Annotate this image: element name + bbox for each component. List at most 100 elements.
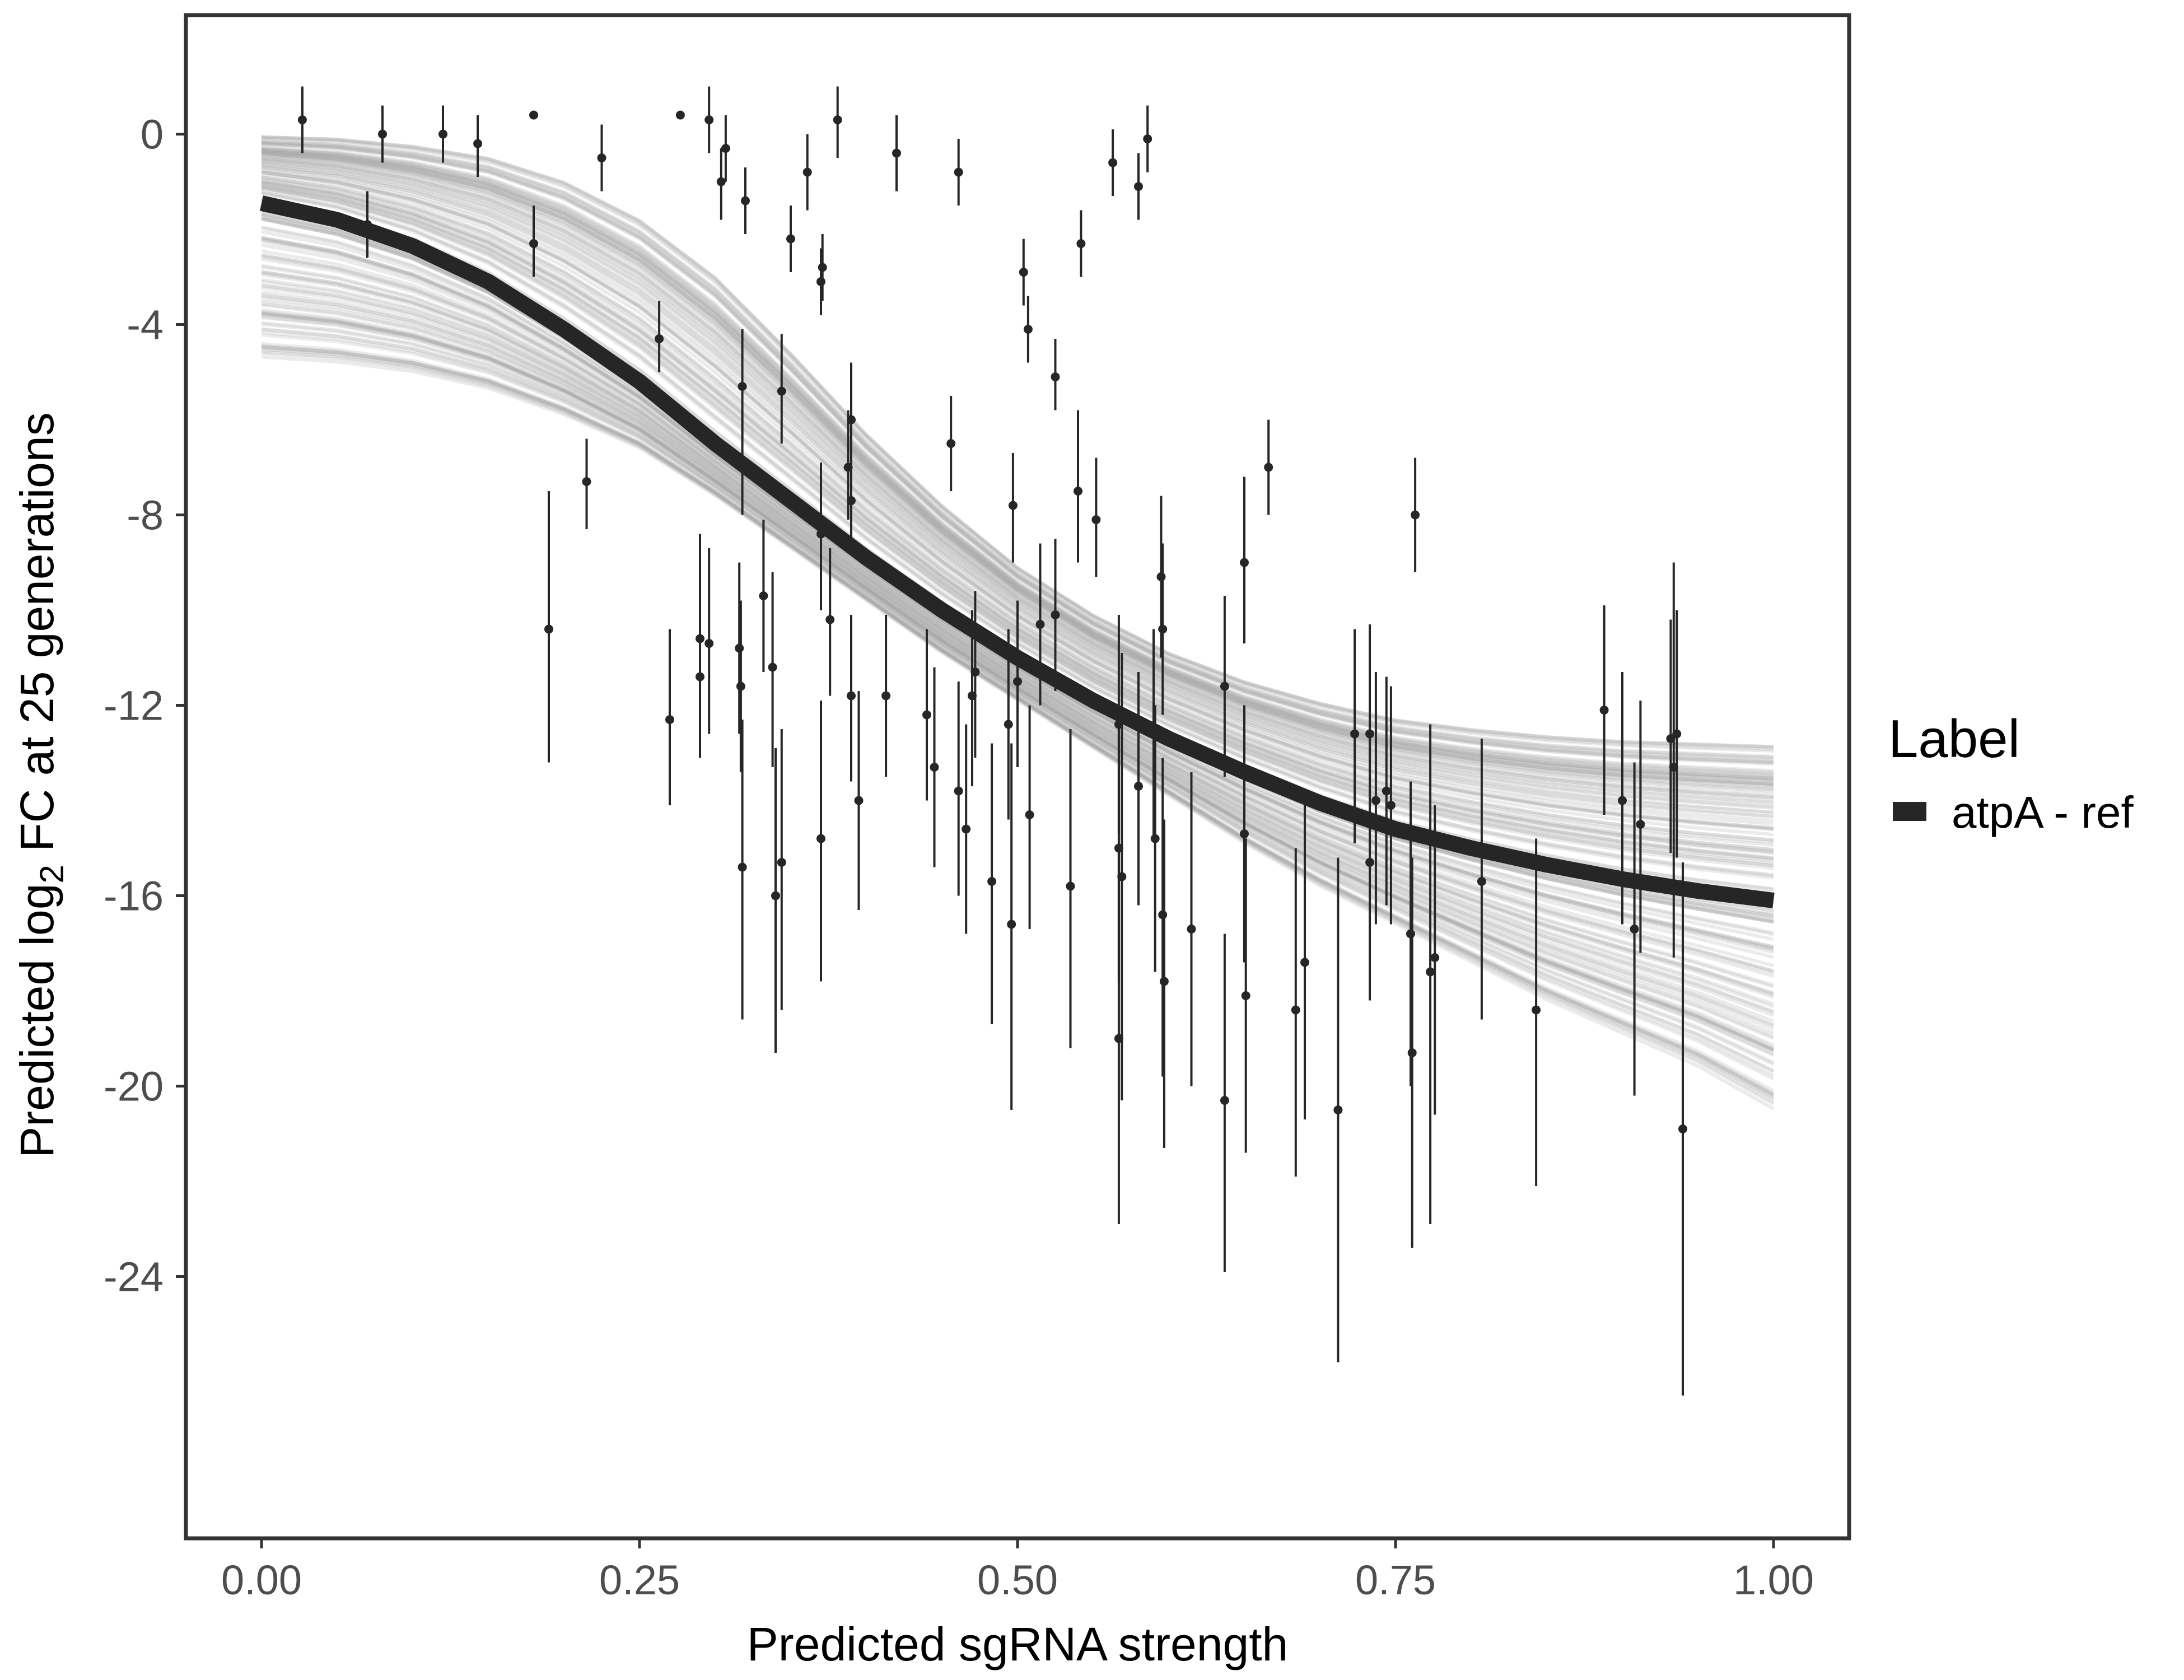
posterior-draw-line [261,150,1774,782]
posterior-draw-line [261,147,1774,778]
data-point [1134,182,1143,191]
y-tick-label: -20 [104,1063,164,1110]
posterior-draw-line [261,142,1774,766]
data-point [735,643,744,653]
data-point [847,496,856,505]
posterior-draw-line [261,135,1774,749]
data-point [297,115,307,124]
y-tick-label: -8 [127,492,164,539]
data-point [529,110,538,120]
y-tick-label: -16 [104,873,164,920]
data-point [738,458,747,467]
data-point [1134,782,1143,791]
data-point [818,263,827,272]
data-point [1074,487,1082,496]
data-point [1241,991,1250,1000]
data-point [1532,1005,1541,1015]
data-point [704,639,714,648]
data-point [675,110,685,120]
data-point [1143,134,1152,143]
data-point [1149,729,1158,739]
data-point [438,129,447,139]
posterior-draw-line [261,136,1774,752]
posterior-draw-line [261,153,1774,792]
data-point [1013,677,1022,686]
data-point [736,682,745,691]
data-point [1618,796,1627,805]
posterior-draw-line [261,153,1774,790]
data-point [1066,881,1075,891]
data-point [946,439,956,448]
data-point [1333,1105,1343,1114]
posterior-draw-line [261,158,1774,802]
data-points [297,86,1687,1396]
y-axis-title-suffix: FC at 25 generations [11,412,63,865]
posterior-draw-line [261,147,1774,776]
data-point [1091,515,1101,524]
data-point [1051,610,1060,619]
data-point [847,691,856,701]
data-point [777,858,786,867]
data-point [655,334,664,343]
data-point [802,167,812,177]
data-point [833,115,842,124]
data-point [1430,953,1440,962]
posterior-draw-line [261,137,1774,753]
data-point [1291,1005,1300,1015]
posterior-draw-line [261,157,1774,800]
data-point [1108,158,1118,167]
data-point [1477,877,1486,886]
data-point [696,672,704,682]
data-point [771,891,780,900]
data-point [847,415,856,424]
posterior-draw-line [261,148,1774,780]
posterior-draw-line [261,155,1774,796]
data-point [1382,786,1391,796]
posterior-draw-line [261,159,1774,804]
posterior-draw-line [261,152,1774,789]
data-point [1300,958,1309,967]
data-point [854,796,864,805]
posterior-draw-line [261,154,1774,793]
data-point [892,148,901,158]
data-point [378,129,387,139]
data-point [970,668,980,676]
data-point [816,277,825,286]
data-point [962,824,971,834]
data-point [1025,810,1034,819]
x-axis: 0.00 0.25 0.50 0.75 1.00 [221,1538,1814,1603]
posterior-draw-line [261,151,1774,786]
y-axis: 0 -4 -8 -12 -16 -20 -24 [104,111,186,1300]
plot-panel [184,13,1851,1541]
data-point [1023,325,1033,334]
posterior-draw-line [261,150,1774,782]
data-point [1406,929,1415,939]
data-point [816,529,825,539]
posterior-draw-line [261,150,1774,783]
data-point [1150,834,1160,843]
data-point [1156,572,1166,581]
data-point [1350,729,1360,739]
data-point [1264,463,1273,472]
posterior-draw-line [261,152,1774,787]
x-tick-label: 0.75 [1355,1557,1436,1603]
data-point [1386,801,1396,810]
data-point [777,386,786,396]
y-axis-title-prefix: Predicted log [11,883,63,1158]
y-tick-label: 0 [141,111,164,158]
y-tick-label: -4 [127,302,164,348]
data-point [930,763,939,772]
data-point [1158,624,1168,634]
data-point [741,196,750,206]
data-point [704,115,714,124]
posterior-draw-line [261,145,1774,773]
posterior-draw-line [261,149,1774,781]
posterior-draw-line [261,148,1774,780]
data-point [1365,858,1375,867]
data-point [1599,706,1609,715]
data-point [1158,910,1168,920]
y-tick-label: -24 [104,1254,164,1300]
data-point [1007,920,1016,929]
data-point [768,662,777,672]
